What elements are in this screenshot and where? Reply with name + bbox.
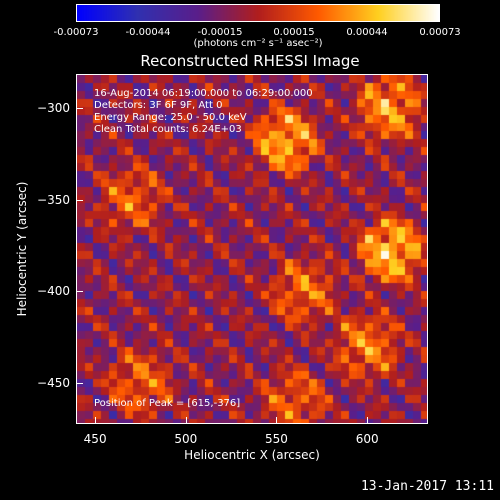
y-axis-label: Heliocentric Y (arcsec) bbox=[15, 181, 29, 317]
y-tick-label: −300 bbox=[37, 100, 70, 115]
heatmap-image bbox=[77, 75, 427, 423]
annotation-detectors: Detectors: 3F 6F 9F, Att 0 bbox=[94, 100, 223, 111]
plot-timestamp: 13-Jan-2017 13:11 bbox=[360, 479, 494, 494]
annotation-time: 16-Aug-2014 06:19:00.000 to 06:29:00.000 bbox=[94, 88, 313, 99]
x-tick-label: 600 bbox=[355, 432, 379, 446]
annotation-peak: Position of Peak = [615,-376] bbox=[94, 398, 241, 409]
x-tick-label: 500 bbox=[174, 432, 198, 446]
colorbar-tick-label: -0.00044 bbox=[125, 27, 171, 38]
colorbar-units: (photons cm⁻² s⁻¹ asec⁻²) bbox=[193, 38, 323, 49]
colorbar-tick-label: 0.00044 bbox=[346, 27, 388, 38]
y-tick-mark bbox=[77, 199, 83, 201]
colorbar-tick-label: 0.00073 bbox=[419, 27, 461, 38]
chart-title: Reconstructed RHESSI Image bbox=[140, 52, 360, 70]
x-tick-mark bbox=[185, 417, 187, 423]
colorbar-tick-label: 0.00015 bbox=[273, 27, 315, 38]
y-tick-label: −450 bbox=[37, 375, 70, 390]
colorbar-tick-label: -0.00073 bbox=[53, 27, 99, 38]
y-tick-label: −400 bbox=[37, 284, 70, 299]
annotation-energy: Energy Range: 25.0 - 50.0 keV bbox=[94, 112, 247, 123]
colorbar bbox=[76, 4, 440, 22]
x-tick-mark bbox=[276, 417, 278, 423]
y-tick-mark bbox=[77, 291, 83, 293]
x-tick-label: 450 bbox=[83, 432, 107, 446]
x-tick-mark bbox=[367, 417, 369, 423]
x-axis-label: Heliocentric X (arcsec) bbox=[184, 448, 320, 462]
x-tick-label: 550 bbox=[265, 432, 288, 446]
colorbar-tick-label: -0.00015 bbox=[197, 27, 243, 38]
annotation-method: Clean Total counts: 6.24E+03 bbox=[94, 124, 242, 135]
plot-frame bbox=[76, 74, 428, 424]
x-tick-mark bbox=[95, 417, 97, 423]
y-tick-label: −350 bbox=[37, 192, 70, 207]
y-tick-mark bbox=[77, 107, 83, 109]
y-tick-mark bbox=[77, 382, 83, 384]
